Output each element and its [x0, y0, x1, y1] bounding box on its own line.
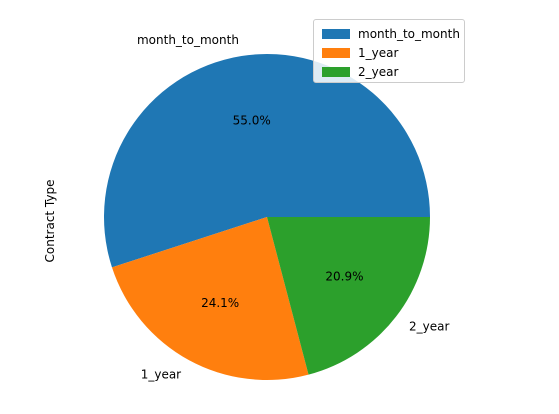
legend-label-month-to-month: month_to_month: [358, 26, 460, 41]
pie-percent-label-2-year: 20.9%: [325, 270, 363, 284]
legend-label-1-year: 1_year: [358, 45, 399, 60]
pie-slice-month-to-month: [103, 53, 430, 268]
pie-category-labels: month_to_month 1_year 2_year: [137, 33, 449, 381]
pie-category-label-1-year: 1_year: [141, 367, 181, 381]
legend-entry-1-year: 1_year: [322, 44, 398, 61]
legend-swatch-2-year: [322, 66, 350, 77]
pie-category-label-2-year: 2_year: [409, 319, 449, 333]
pie-percent-label-month-to-month: 55.0%: [233, 113, 271, 127]
pie-slices: [103, 53, 430, 380]
legend-entry-2-year: 2_year: [322, 63, 398, 80]
legend: month_to_month 1_year 2_year: [313, 19, 465, 83]
pie-percent-labels: 55.0% 24.1% 20.9%: [201, 113, 363, 309]
legend-label-2-year: 2_year: [358, 64, 399, 79]
pie-slice-1-year: [111, 217, 309, 380]
pie-percent-label-1-year: 24.1%: [201, 296, 239, 310]
pie-category-label-month-to-month: month_to_month: [137, 33, 239, 47]
legend-entry-month-to-month: month_to_month: [322, 25, 460, 42]
pie-slice-2-year: [267, 217, 430, 375]
y-axis-label: Contract Type: [43, 180, 57, 263]
legend-swatch-month-to-month: [322, 28, 350, 39]
legend-swatch-1-year: [322, 47, 350, 58]
